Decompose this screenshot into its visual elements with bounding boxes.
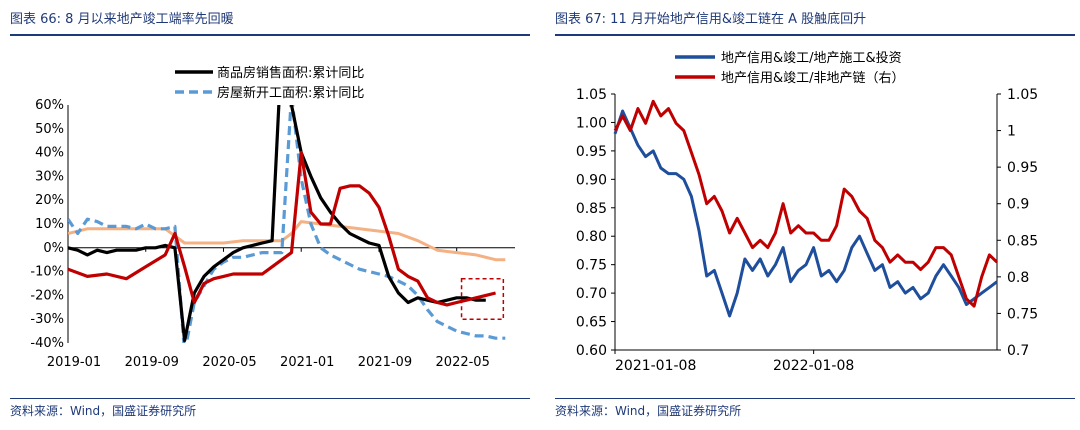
left-x-tick-label: 2020-05 xyxy=(202,355,256,370)
left-y-tick-label: 20% xyxy=(35,193,64,208)
left-plot-area xyxy=(68,105,506,343)
left-series-line-3 xyxy=(68,151,496,307)
left-y-tick-label: 50% xyxy=(35,122,64,137)
left-x-tick-label: 2019-09 xyxy=(125,355,179,370)
right-line-chart: 1.05 1.00 0.95 0.90 0.85 0.80 0.75 0.70 0.65 0.60… xyxy=(576,50,1038,374)
right-right-y-tick-label: 1.05 xyxy=(1007,87,1038,103)
left-legend-label-1: 房屋新开工面积:累计同比 xyxy=(217,85,364,101)
left-series-line-1 xyxy=(68,105,506,343)
left-y-tick-label: 40% xyxy=(35,146,64,161)
right-series-line-0 xyxy=(613,109,998,318)
right-chart-panel: 图表 67: 11 月开始地产信用&竣工链在 A 股触底回升 1.05 1.00 0… xyxy=(555,0,1075,430)
left-y-tick-label: 30% xyxy=(35,169,64,184)
left-source-note: 资料来源：Wind，国盛证券研究所 xyxy=(10,404,197,418)
right-left-y-tick-label: 0.90 xyxy=(576,172,607,188)
right-left-y-tick-label: 0.85 xyxy=(576,201,607,217)
right-left-y-tick-label: 0.80 xyxy=(576,229,607,245)
right-left-y-tick-label: 0.70 xyxy=(576,286,607,302)
left-x-tick-label: 2019-01 xyxy=(47,355,101,370)
right-right-y-tick-label: 0.85 xyxy=(1007,233,1038,249)
right-left-y-tick-label: 0.75 xyxy=(576,258,607,274)
right-source-note: 资料来源：Wind，国盛证券研究所 xyxy=(555,404,742,418)
left-x-tick-label: 2022-05 xyxy=(436,355,490,370)
right-x-tick-label: 2022-01-08 xyxy=(773,358,854,374)
left-y-tick-label: -40% xyxy=(30,336,64,351)
right-source-rule xyxy=(555,398,1075,399)
right-right-y-tick-label: 0.8 xyxy=(1007,270,1029,286)
left-y-tick-label: 60% xyxy=(35,98,64,113)
right-left-y-tick-label: 0.60 xyxy=(576,343,607,359)
right-left-y-tick-label: 0.65 xyxy=(576,315,607,331)
right-right-y-tick-label: 1 xyxy=(1007,124,1016,140)
left-series-line-2 xyxy=(68,220,506,262)
left-y-tick-label: -10% xyxy=(30,265,64,280)
left-line-chart: 60% 50% 40% 30% 20% 10% 0% -10% -20% -30% -40% 2019… xyxy=(30,65,515,370)
right-left-y-tick-label: 1.00 xyxy=(576,115,607,131)
left-chart-panel: 图表 66: 8 月以来地产竣工端率先回暖 60% 50% 40% 30% 20% 10%… xyxy=(10,0,530,430)
right-right-y-tick-label: 0.95 xyxy=(1007,160,1038,176)
left-y-tick-label: 10% xyxy=(35,217,64,232)
left-figure-title: 图表 66: 8 月以来地产竣工端率先回暖 xyxy=(10,12,234,27)
left-y-tick-label: -20% xyxy=(30,288,64,303)
left-legend-label-0: 商品房销售面积:累计同比 xyxy=(217,65,364,81)
right-figure-title: 图表 67: 11 月开始地产信用&竣工链在 A 股触底回升 xyxy=(555,12,867,27)
right-title-rule xyxy=(555,34,1075,36)
left-x-tick-label: 2021-01 xyxy=(280,355,334,370)
right-left-y-tick-label: 1.05 xyxy=(576,87,607,103)
right-legend-label-0: 地产信用&竣工/地产施工&投资 xyxy=(721,50,902,66)
right-left-y-tick-label: 0.95 xyxy=(576,144,607,160)
right-x-tick-label: 2021-01-08 xyxy=(615,358,696,374)
right-legend-label-1: 地产信用&竣工/非地产链（右） xyxy=(721,71,905,86)
right-right-y-tick-label: 0.9 xyxy=(1007,197,1029,213)
right-right-y-tick-label: 0.7 xyxy=(1007,343,1029,359)
left-y-tick-label: 0% xyxy=(43,241,64,256)
right-series-line-1 xyxy=(613,99,999,308)
right-right-y-tick-label: 0.75 xyxy=(1007,306,1038,322)
left-series-line-0 xyxy=(68,105,486,343)
left-source-rule xyxy=(10,398,530,399)
left-y-tick-label: -30% xyxy=(30,312,64,327)
left-x-tick-label: 2021-09 xyxy=(358,355,412,370)
left-title-rule xyxy=(10,34,530,36)
